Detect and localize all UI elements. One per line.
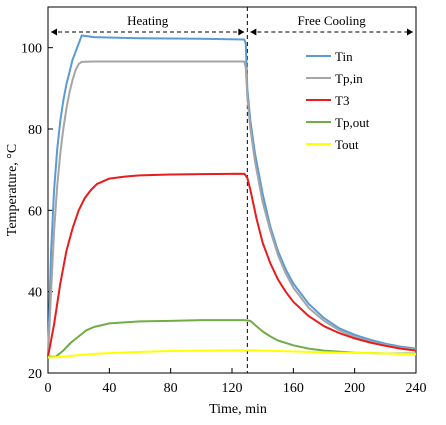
y-tick-label: 40 — [28, 286, 42, 301]
series-line — [47, 349, 417, 359]
series-line — [47, 60, 417, 357]
x-tick-label: 160 — [283, 381, 304, 396]
legend-label: Tp,in — [335, 71, 363, 86]
x-tick-label: 120 — [222, 381, 243, 396]
legend-label: Tin — [335, 49, 353, 64]
axis-ticks: 0 40 80 120 160 200 240 20 40 60 80 100 — [21, 42, 427, 396]
phase-annotations: Heating Free Cooling — [51, 7, 413, 373]
x-tick-label: 240 — [406, 381, 427, 396]
phase-arrow-head-right — [238, 28, 245, 36]
legend-label: Tout — [335, 137, 359, 152]
series-line — [48, 319, 416, 358]
x-tick-label: 80 — [164, 381, 178, 396]
y-tick-label: 60 — [28, 204, 42, 219]
phase-arrow-head-left — [51, 28, 57, 36]
phase-arrow-head-left — [250, 28, 257, 36]
x-tick-label: 40 — [102, 381, 116, 396]
phase-arrow-head-right — [407, 28, 413, 36]
x-axis-label: Time, min — [209, 402, 267, 417]
x-tick-label: 0 — [45, 381, 52, 396]
plot-area — [47, 6, 417, 374]
phase-label: Free Cooling — [298, 13, 367, 28]
series-lines — [47, 34, 417, 359]
series-line — [47, 34, 417, 357]
legend-label: Tp,out — [335, 115, 370, 130]
phase-label: Heating — [127, 13, 169, 28]
y-tick-label: 20 — [28, 367, 42, 382]
series-line — [47, 172, 417, 357]
y-axis-label: Temperature, °C — [5, 144, 20, 236]
plot-frame — [47, 6, 417, 374]
x-tick-label: 200 — [344, 381, 365, 396]
legend: Tin Tp,in T3 Tp,out Tout — [306, 49, 370, 152]
y-tick-label: 80 — [28, 123, 42, 138]
y-tick-label: 100 — [21, 42, 42, 57]
legend-label: T3 — [335, 93, 349, 108]
